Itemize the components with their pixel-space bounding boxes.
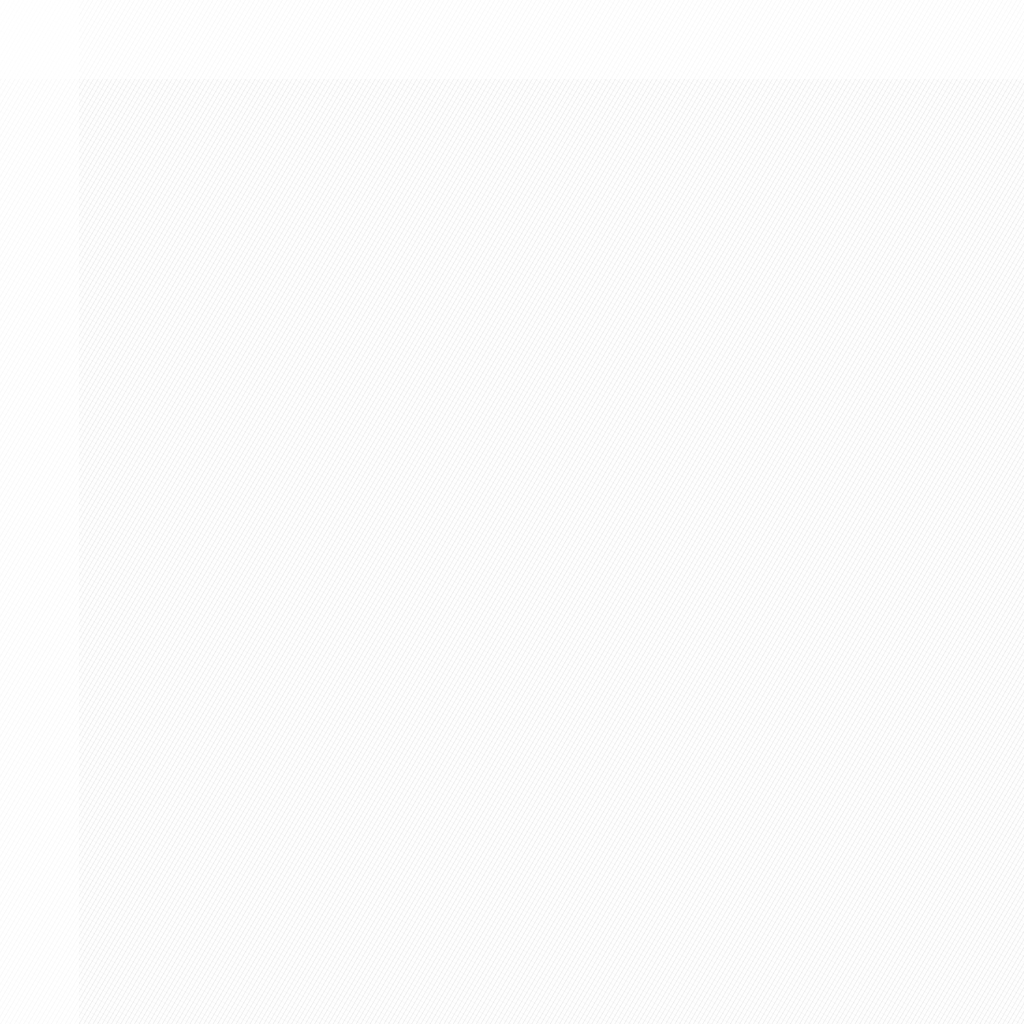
ruler-backdrop-left	[0, 0, 79, 1024]
ruler-backdrop-top	[0, 0, 1024, 79]
